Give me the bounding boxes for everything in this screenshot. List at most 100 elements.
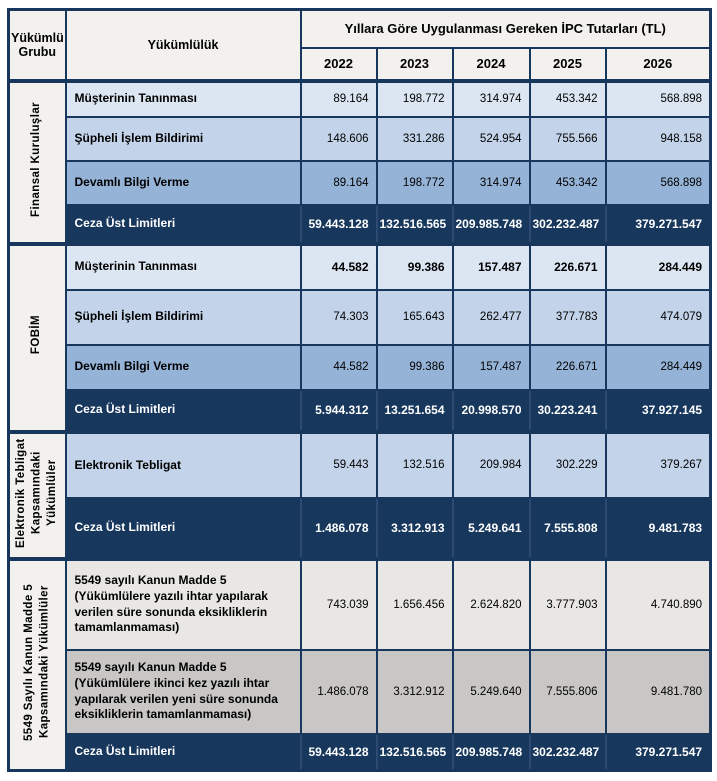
value-cell: 3.312.912 bbox=[375, 648, 454, 735]
value-cell: 379.267 bbox=[604, 429, 712, 500]
table-row: 5549 sayılı Kanun Madde 5 (Yükümlülere i… bbox=[9, 648, 712, 735]
value-cell: 198.772 bbox=[375, 159, 454, 206]
header-obligation-col: Yükümlülük bbox=[64, 8, 302, 82]
header-year-2024: 2024 bbox=[451, 46, 531, 82]
value-cell: 453.342 bbox=[528, 159, 607, 206]
value-cell: 89.164 bbox=[299, 159, 378, 206]
value-cell: 226.671 bbox=[528, 241, 607, 291]
table-row: Elektronik Tebligat Kapsamındaki Yükümlü… bbox=[7, 429, 712, 560]
value-cell: 99.386 bbox=[375, 343, 454, 391]
value-cell: 157.487 bbox=[451, 343, 531, 391]
header-year-2022: 2022 bbox=[299, 46, 378, 82]
value-cell: 157.487 bbox=[451, 241, 531, 291]
value-cell: 453.342 bbox=[528, 78, 607, 118]
obligation-label: Ceza Üst Limitleri bbox=[64, 497, 302, 560]
value-cell: 30.223.241 bbox=[528, 388, 607, 433]
group-label-elektronik-tebligat: Elektronik Tebligat Kapsamındaki Yükümlü… bbox=[7, 429, 67, 560]
table-row: Devamlı Bilgi Verme 89.164 198.772 314.9… bbox=[9, 159, 712, 206]
table-row-ceza-ust-limitleri: Ceza Üst Limitleri 5.944.312 13.251.654 … bbox=[9, 388, 712, 433]
value-cell: 74.303 bbox=[299, 288, 378, 346]
value-cell: 284.449 bbox=[604, 241, 712, 291]
value-cell: 302.232.487 bbox=[528, 203, 607, 245]
value-cell: 948.158 bbox=[604, 115, 712, 162]
group-label-text: 5549 Sayılı Kanun Madde 5 Kapsamındaki Y… bbox=[22, 583, 51, 741]
value-cell: 132.516.565 bbox=[375, 203, 454, 245]
value-cell: 198.772 bbox=[375, 78, 454, 118]
table-row: Finansal Kuruluşlar Müşterinin Tanınması… bbox=[7, 78, 712, 245]
value-cell: 1.656.456 bbox=[375, 556, 454, 651]
group-label-text: Finansal Kuruluşlar bbox=[30, 102, 43, 217]
value-cell: 2.624.820 bbox=[451, 556, 531, 651]
obligation-label: Devamlı Bilgi Verme bbox=[64, 343, 302, 391]
value-cell: 59.443.128 bbox=[299, 732, 378, 772]
value-cell: 4.740.890 bbox=[604, 556, 712, 651]
obligation-label: 5549 sayılı Kanun Madde 5 (Yükümlülere i… bbox=[64, 648, 302, 735]
value-cell: 377.783 bbox=[528, 288, 607, 346]
value-cell: 44.582 bbox=[299, 343, 378, 391]
header-group-col: Yükümlü Grubu bbox=[7, 8, 67, 82]
obligation-label: 5549 sayılı Kanun Madde 5 (Yükümlülere y… bbox=[64, 556, 302, 651]
obligation-label: Şüpheli İşlem Bildirimi bbox=[64, 288, 302, 346]
table-row: 5549 Sayılı Kanun Madde 5 Kapsamındaki Y… bbox=[7, 556, 712, 772]
value-cell: 314.974 bbox=[451, 159, 531, 206]
table-row-ceza-ust-limitleri: Ceza Üst Limitleri 59.443.128 132.516.56… bbox=[9, 732, 712, 772]
ipc-fines-table: Yükümlü Grubu Yükümlülük Yıllara Göre Uy… bbox=[7, 8, 713, 772]
value-cell: 37.927.145 bbox=[604, 388, 712, 433]
group-label-text: FOBİM bbox=[30, 315, 43, 355]
table-row: Devamlı Bilgi Verme 44.582 99.386 157.48… bbox=[9, 343, 712, 391]
group-label-fobim: FOBİM bbox=[7, 241, 67, 433]
value-cell: 379.271.547 bbox=[604, 203, 712, 245]
value-cell: 132.516 bbox=[375, 429, 454, 500]
value-cell: 165.643 bbox=[375, 288, 454, 346]
group-label-5549-madde-5: 5549 Sayılı Kanun Madde 5 Kapsamındaki Y… bbox=[7, 556, 67, 772]
header-row-title: Yükümlü Grubu Yükümlülük Yıllara Göre Uy… bbox=[7, 8, 712, 82]
value-cell: 314.974 bbox=[451, 78, 531, 118]
value-cell: 755.566 bbox=[528, 115, 607, 162]
value-cell: 13.251.654 bbox=[375, 388, 454, 433]
header-row-years: 2022 2023 2024 2025 2026 bbox=[9, 46, 712, 82]
value-cell: 209.985.748 bbox=[451, 203, 531, 245]
value-cell: 474.079 bbox=[604, 288, 712, 346]
group-label-text: Elektronik Tebligat Kapsamındaki Yükümlü… bbox=[14, 437, 58, 548]
value-cell: 148.606 bbox=[299, 115, 378, 162]
value-cell: 20.998.570 bbox=[451, 388, 531, 433]
value-cell: 331.286 bbox=[375, 115, 454, 162]
value-cell: 302.232.487 bbox=[528, 732, 607, 772]
value-cell: 9.481.783 bbox=[604, 497, 712, 560]
group-label-finansal-kuruluslar: Finansal Kuruluşlar bbox=[7, 78, 67, 245]
header-year-2025: 2025 bbox=[528, 46, 607, 82]
obligation-label: Ceza Üst Limitleri bbox=[64, 203, 302, 245]
value-cell: 568.898 bbox=[604, 78, 712, 118]
value-cell: 568.898 bbox=[604, 159, 712, 206]
table-row: FOBİM Müşterinin Tanınması 44.582 99.386… bbox=[7, 241, 712, 433]
header-year-2026: 2026 bbox=[604, 46, 712, 82]
obligation-label: Şüpheli İşlem Bildirimi bbox=[64, 115, 302, 162]
value-cell: 7.555.806 bbox=[528, 648, 607, 735]
table-row: Şüpheli İşlem Bildirimi 148.606 331.286 … bbox=[9, 115, 712, 162]
header-years-title: Yıllara Göre Uygulanması Gereken İPC Tut… bbox=[299, 8, 712, 49]
value-cell: 99.386 bbox=[375, 241, 454, 291]
value-cell: 209.985.748 bbox=[451, 732, 531, 772]
value-cell: 1.486.078 bbox=[299, 497, 378, 560]
table-row-ceza-ust-limitleri: Ceza Üst Limitleri 59.443.128 132.516.56… bbox=[9, 203, 712, 245]
value-cell: 284.449 bbox=[604, 343, 712, 391]
value-cell: 262.477 bbox=[451, 288, 531, 346]
value-cell: 9.481.780 bbox=[604, 648, 712, 735]
value-cell: 5.249.641 bbox=[451, 497, 531, 560]
value-cell: 5.249.640 bbox=[451, 648, 531, 735]
obligation-label: Ceza Üst Limitleri bbox=[64, 388, 302, 433]
value-cell: 3.777.903 bbox=[528, 556, 607, 651]
value-cell: 59.443.128 bbox=[299, 203, 378, 245]
value-cell: 59.443 bbox=[299, 429, 378, 500]
value-cell: 7.555.808 bbox=[528, 497, 607, 560]
value-cell: 44.582 bbox=[299, 241, 378, 291]
obligation-label: Müşterinin Tanınması bbox=[64, 78, 302, 118]
value-cell: 3.312.913 bbox=[375, 497, 454, 560]
table-row-ceza-ust-limitleri: Ceza Üst Limitleri 1.486.078 3.312.913 5… bbox=[9, 497, 712, 560]
obligation-label: Devamlı Bilgi Verme bbox=[64, 159, 302, 206]
value-cell: 226.671 bbox=[528, 343, 607, 391]
value-cell: 524.954 bbox=[451, 115, 531, 162]
value-cell: 89.164 bbox=[299, 78, 378, 118]
obligation-label: Elektronik Tebligat bbox=[64, 429, 302, 500]
